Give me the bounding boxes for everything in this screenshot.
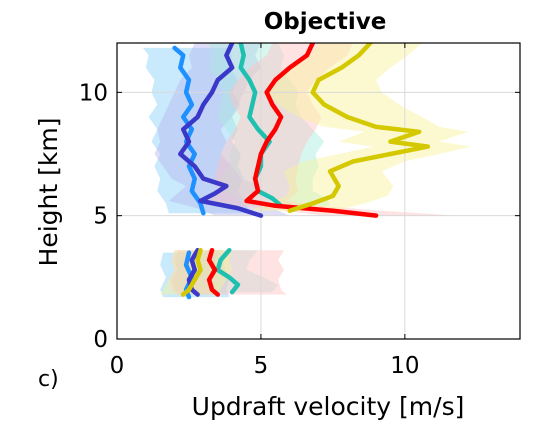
y-tick-label: 0 [93, 327, 108, 353]
x-tick-label: 0 [110, 353, 125, 379]
series-5-band-1 [249, 43, 472, 211]
series-2-line-2 [186, 247, 200, 297]
series-3-line-2 [215, 247, 241, 295]
series-1-line-1 [172, 45, 206, 216]
series-1-band-1 [142, 47, 250, 214]
plot-frame [116, 42, 521, 340]
series-5-line-2 [180, 247, 203, 297]
axis-ticks: 0 5 10 0 5 10 [79, 43, 520, 379]
series-4-line-2 [206, 247, 220, 297]
series-4-line-1 [244, 43, 379, 218]
series-3-band-1 [209, 43, 331, 206]
series-3-band-2 [194, 250, 279, 293]
panel-label: c) [38, 367, 59, 392]
x-tick-label: 10 [390, 353, 419, 379]
y-tick-label: 5 [93, 204, 108, 230]
series-5-line-1 [287, 43, 431, 213]
series-lines [172, 43, 431, 300]
chart-title: Objective [264, 9, 387, 35]
series-5-band-2 [160, 250, 233, 295]
y-axis-label: Height [km] [34, 118, 63, 267]
series-2-line-1 [178, 43, 264, 218]
y-tick-label: 10 [79, 80, 108, 106]
x-tick-label: 5 [254, 353, 269, 379]
x-axis-label: Updraft velocity [m/s] [192, 392, 465, 421]
